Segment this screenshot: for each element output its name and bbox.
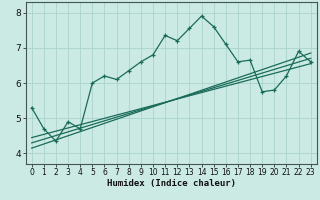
X-axis label: Humidex (Indice chaleur): Humidex (Indice chaleur) [107, 179, 236, 188]
